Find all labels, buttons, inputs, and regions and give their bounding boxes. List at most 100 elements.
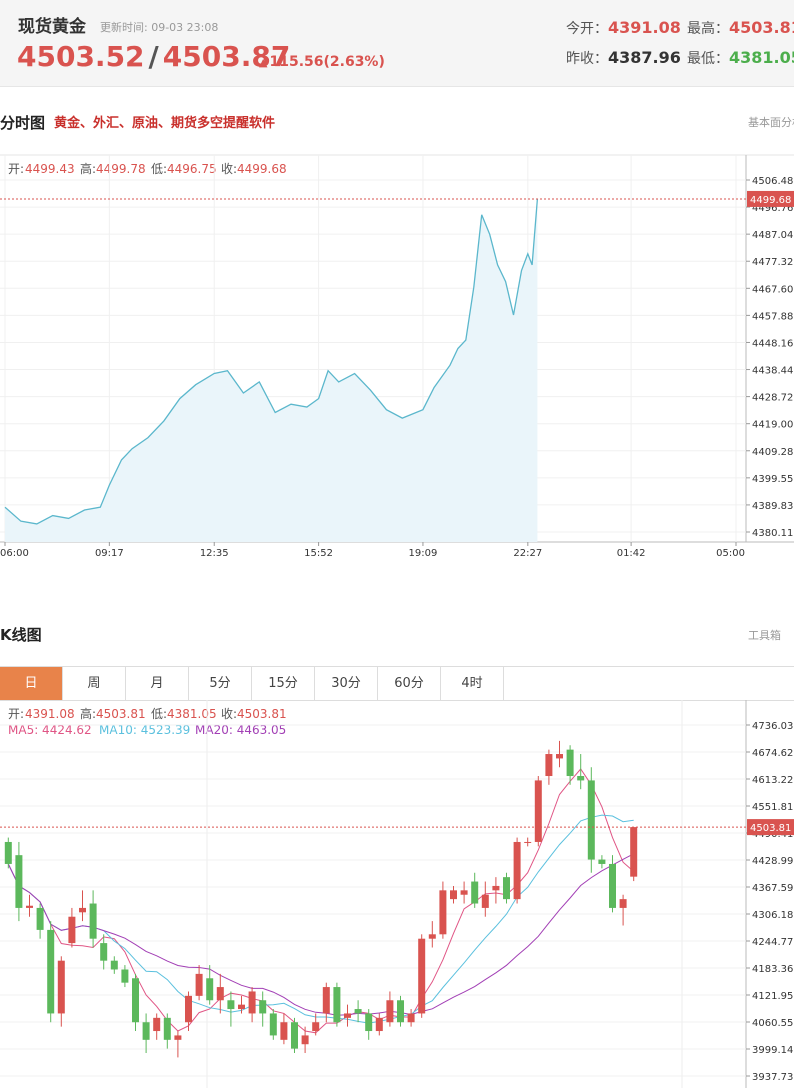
intraday-price-line [4, 198, 539, 525]
candlestick [68, 907, 76, 948]
intraday-y-tick-label: 4477.32 [752, 257, 793, 268]
candlestick [365, 1009, 373, 1040]
candlestick [333, 982, 341, 1027]
candle-body [121, 969, 129, 983]
candle-body [450, 890, 457, 900]
kline-y-tick-label: 4244.77 [752, 937, 793, 948]
kline-y-tick-label: 4121.95 [752, 991, 793, 1002]
kline-high-label: 高: [80, 706, 96, 721]
candle-body [291, 1022, 298, 1049]
candle-body [534, 780, 542, 842]
candle-body [503, 877, 510, 900]
candle-body [418, 938, 426, 1014]
candlestick [238, 995, 245, 1014]
kline-y-tick-label: 4551.81 [752, 802, 793, 813]
candle-body [407, 1013, 415, 1023]
intraday-x-tick-label: 09:17 [95, 548, 124, 559]
candle-body [365, 1013, 373, 1032]
candlestick [619, 894, 627, 926]
candle-body [280, 1022, 288, 1040]
candlestick [132, 973, 139, 1032]
kline-last-price-label: 4503.81 [750, 823, 791, 834]
candle-body [142, 1022, 150, 1040]
prev-close-value: 4387.96 [608, 48, 681, 67]
candle-body [397, 1000, 404, 1023]
candle-body [36, 907, 44, 930]
tab-month[interactable]: 月 [126, 667, 189, 700]
candle-body [110, 960, 118, 970]
candlestick [227, 991, 235, 1027]
candle-body [79, 907, 86, 913]
tab-30min[interactable]: 30分 [315, 667, 378, 700]
ma10-legend: MA10: 4523.39 [99, 723, 190, 737]
candlestick [36, 903, 44, 939]
candlestick [492, 877, 500, 904]
tab-60min[interactable]: 60分 [378, 667, 441, 700]
intraday-y-tick-label: 4419.00 [752, 420, 793, 431]
candlestick [375, 1013, 383, 1036]
candlestick [280, 1013, 288, 1045]
update-time: 更新时间: 09-03 23:08 [100, 21, 219, 34]
period-tabs: 日 周 月 5分 15分 30分 60分 4时 [0, 666, 794, 701]
candle-body [545, 754, 553, 777]
candlestick [407, 1009, 415, 1027]
intraday-open-label: 开: [8, 162, 24, 176]
low-stat: 最低：4381.05 [687, 48, 794, 68]
candle-body [481, 894, 489, 908]
bid-ask-price: 4503.52/4503.87 [17, 40, 290, 73]
kline-y-tick-label: 4183.36 [752, 964, 793, 975]
intraday-y-tick-label: 4487.04 [752, 230, 793, 241]
intraday-low-label: 低: [151, 162, 167, 176]
kline-y-tick-label: 3937.73 [752, 1072, 793, 1083]
intraday-chart[interactable]: 开: 4499.43 高: 4499.78 低: 4496.75 收: 4499… [0, 142, 794, 570]
tab-week[interactable]: 周 [63, 667, 126, 700]
kline-chart[interactable]: 开: 4391.08 高: 4503.81 低: 4381.05 收: 4503… [0, 700, 794, 1088]
candlestick [428, 921, 436, 948]
intraday-x-tick-label: 06:00 [0, 548, 29, 559]
candle-body [47, 929, 55, 1014]
candle-body [344, 1013, 351, 1018]
candlestick [450, 885, 457, 904]
intraday-high-value: 4499.78 [96, 162, 146, 176]
kline-close-value: 4503.81 [237, 707, 287, 721]
kline-toolbox-link[interactable]: 工具箱 [748, 629, 781, 642]
candlestick [481, 881, 489, 917]
intraday-x-tick-label: 05:00 [716, 548, 745, 559]
candle-body [132, 978, 139, 1023]
candle-body [68, 916, 76, 944]
intraday-y-tick-label: 4380.11 [752, 528, 793, 539]
candlestick [216, 973, 224, 1014]
kline-open-value: 4391.08 [25, 707, 75, 721]
candlestick [100, 934, 108, 970]
promo-link[interactable]: 黄金、外汇、原油、期货多空提醒软件 [54, 116, 276, 131]
candlestick [598, 855, 606, 869]
candlestick [566, 745, 574, 785]
candle-body [524, 841, 532, 843]
kline-y-tick-label: 4613.22 [752, 775, 793, 786]
kline-title: K线图 [0, 626, 42, 644]
candle-body [471, 881, 479, 904]
candle-body [386, 1000, 394, 1023]
tab-15min[interactable]: 15分 [252, 667, 315, 700]
candlestick [534, 776, 542, 847]
candlestick [609, 855, 616, 913]
intraday-x-tick-label: 22:27 [513, 548, 542, 559]
candlestick [206, 965, 214, 1005]
intraday-x-tick-label: 15:52 [304, 548, 333, 559]
candle-body [301, 1035, 309, 1045]
intraday-x-tick-label: 19:09 [409, 548, 438, 559]
candlestick [397, 995, 404, 1027]
tab-5min[interactable]: 5分 [189, 667, 252, 700]
kline-high-value: 4503.81 [96, 707, 146, 721]
tab-4hour[interactable]: 4时 [441, 667, 504, 700]
candlestick [386, 991, 394, 1027]
candle-body [100, 943, 108, 961]
candle-body [163, 1017, 171, 1040]
tab-day[interactable]: 日 [0, 667, 63, 700]
up-arrow-icon: ▲ [259, 56, 268, 69]
intraday-title: 分时图 [0, 114, 46, 132]
ma20-line [7, 853, 634, 1016]
candlestick [174, 1031, 182, 1058]
fundamentals-link[interactable]: 基本面分析 [748, 116, 794, 129]
candle-body [566, 749, 574, 777]
